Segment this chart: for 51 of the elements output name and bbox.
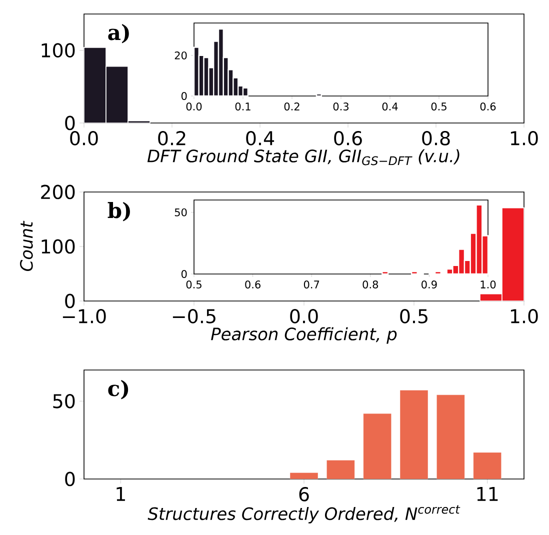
x-tick-label: 0.5: [400, 309, 428, 324]
bar: [290, 472, 318, 480]
x-tick-label: 0.0: [186, 102, 202, 110]
x-tick-label: 0.8: [362, 280, 378, 288]
x-axis-title: Structures Correctly Ordered, N$^{correct}$: [148, 505, 460, 524]
x-tick-label: 0.6: [480, 102, 496, 110]
x-tick-label: 0.0: [70, 131, 98, 146]
bar: [400, 390, 428, 480]
x-tick-label: 1.0: [510, 131, 538, 146]
x-tick-label: −1.0: [62, 309, 106, 324]
x-tick-label: 0.8: [422, 131, 450, 146]
x-tick-label: −0.5: [172, 309, 216, 324]
y-tick-label: 0: [65, 472, 75, 486]
x-tick-label: 0.0: [290, 309, 318, 324]
x-tick-label: 1: [116, 487, 125, 501]
y-tick-label: 50: [53, 394, 75, 408]
y-tick-label: 0: [181, 270, 187, 278]
y-tick-label: 100: [42, 43, 75, 58]
x-tick-label: 0.3: [333, 102, 348, 110]
x-tick-label: 0.6: [334, 131, 362, 146]
annotation: b): [108, 202, 130, 222]
x-tick-label: 0.6: [245, 280, 260, 288]
y-tick-label: 200: [41, 184, 75, 200]
y-tick-label: 0: [181, 92, 187, 100]
x-tick-label: 1.0: [480, 280, 496, 288]
y-tick-label: 100: [42, 239, 75, 254]
x-tick-label: 0.2: [284, 102, 300, 110]
y-tick-label: 20: [174, 51, 187, 60]
x-tick-label: 0.4: [246, 131, 274, 146]
y-tick-label: 50: [174, 208, 187, 216]
x-tick-label: 0.1: [235, 102, 250, 110]
bar: [436, 394, 465, 480]
x-tick-label: 0.7: [304, 280, 320, 288]
x-tick-label: 11: [477, 487, 498, 501]
annotation: a): [108, 24, 129, 44]
x-tick-label: 0.5: [186, 280, 202, 288]
y-axis-title: Count: [20, 220, 33, 272]
x-tick-label: 6: [299, 487, 309, 502]
bar: [473, 452, 502, 480]
x-axis-title: DFT Ground State GII, GII$_{GS−DFT}$ (v.u.): [147, 149, 460, 166]
bar: [326, 460, 355, 480]
y-tick-label: 0: [65, 294, 75, 308]
x-tick-label: 0.2: [158, 131, 186, 146]
x-tick-label: 0.5: [431, 102, 446, 110]
x-tick-label: 1.0: [510, 309, 538, 324]
bar: [363, 414, 392, 480]
x-tick-label: 0.9: [422, 280, 437, 288]
y-tick-label: 0: [65, 116, 75, 130]
x-tick-label: 0.4: [382, 102, 398, 110]
x-axis-title: Pearson Coefficient, p: [211, 327, 397, 344]
annotation: c): [108, 380, 128, 400]
